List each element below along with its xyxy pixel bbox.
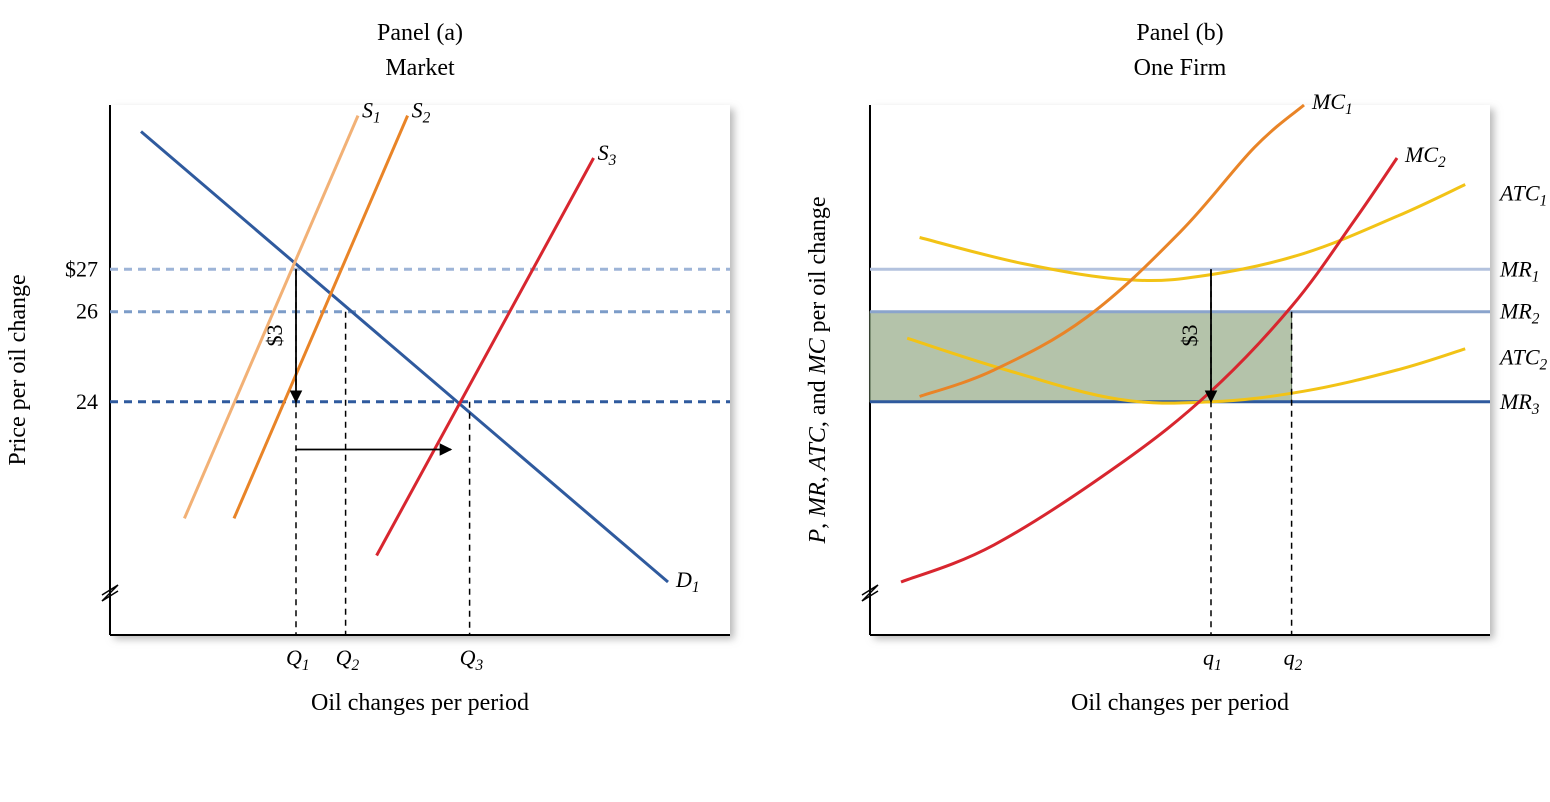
svg-text:MR2: MR2 [1499,299,1540,328]
svg-text:MR3: MR3 [1499,389,1540,418]
svg-text:ATC2: ATC2 [1498,345,1548,374]
svg-text:Panel (b): Panel (b) [1136,20,1223,46]
svg-text:P, MR, ATC, and MC per oil cha: P, MR, ATC, and MC per oil change [805,196,831,544]
svg-text:Q1: Q1 [286,645,310,674]
svg-text:MC1: MC1 [1311,89,1353,118]
svg-text:26: 26 [76,299,98,324]
svg-text:$3: $3 [262,325,287,347]
svg-text:Oil changes per period: Oil changes per period [311,690,529,716]
svg-text:One Firm: One Firm [1134,55,1227,81]
svg-text:$3: $3 [1177,325,1202,347]
svg-text:q2: q2 [1284,645,1303,674]
svg-text:Price per oil change: Price per oil change [5,274,31,465]
svg-text:24: 24 [76,389,98,414]
svg-text:Market: Market [385,55,455,81]
svg-text:Oil changes per period: Oil changes per period [1071,690,1289,716]
svg-text:q1: q1 [1203,645,1222,674]
svg-text:S1: S1 [362,98,381,127]
svg-text:MR1: MR1 [1499,256,1539,285]
svg-text:S2: S2 [412,98,431,127]
svg-text:$27: $27 [65,256,98,281]
svg-text:Q3: Q3 [460,645,484,674]
svg-text:ATC1: ATC1 [1498,180,1547,209]
svg-text:Q2: Q2 [336,645,360,674]
svg-text:Panel (a): Panel (a) [377,20,463,46]
